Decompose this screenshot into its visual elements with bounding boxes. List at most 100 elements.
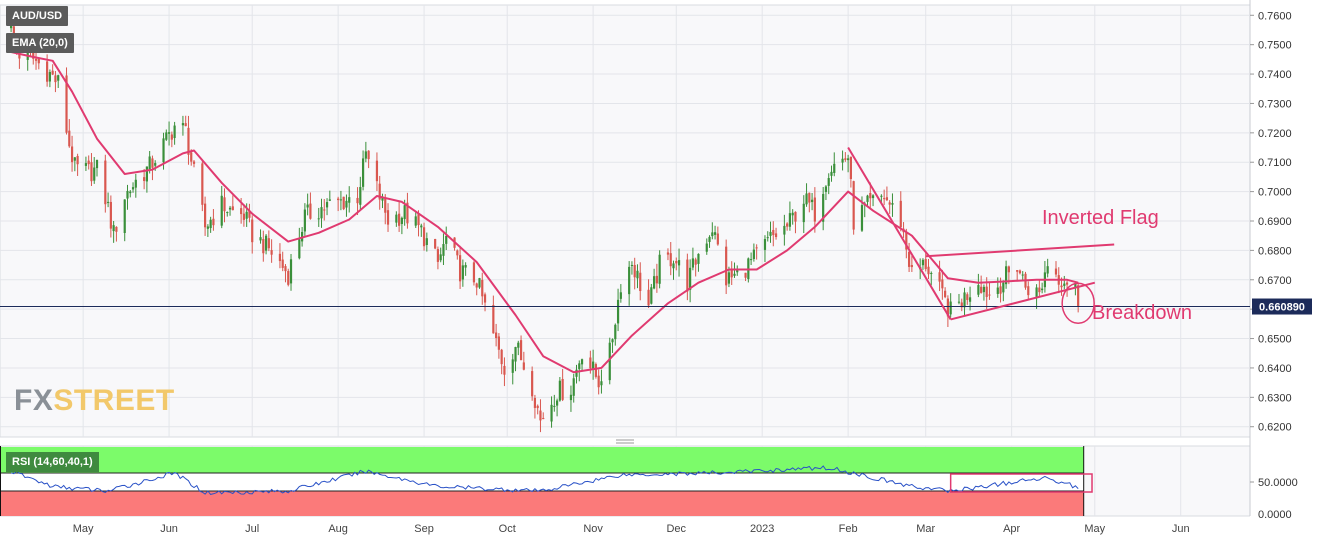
candle-down xyxy=(497,336,500,350)
candle-up xyxy=(220,195,223,226)
candle-up xyxy=(420,225,423,228)
candle-up xyxy=(464,265,467,268)
candle-up xyxy=(1046,266,1049,274)
candle-down xyxy=(87,160,90,165)
candle-up xyxy=(95,160,99,169)
candle-up xyxy=(84,163,88,166)
candle-down xyxy=(899,200,902,228)
candle-up xyxy=(558,380,561,401)
candle-down xyxy=(342,196,345,210)
candle-up xyxy=(320,207,323,219)
inverted-flag-line xyxy=(925,243,1115,258)
candle-up xyxy=(555,400,559,406)
candle-up xyxy=(968,297,972,302)
candle-down xyxy=(597,375,600,388)
candle-up xyxy=(400,217,403,224)
candle-down xyxy=(531,371,534,397)
candle-down xyxy=(844,158,847,160)
candle-up xyxy=(298,239,301,259)
candle-down xyxy=(536,405,539,409)
breakdown-circle xyxy=(1061,282,1095,325)
candle-up xyxy=(345,200,348,208)
candle-down xyxy=(786,223,789,227)
candle-down xyxy=(187,127,190,155)
candle-down xyxy=(251,219,254,243)
candle-up xyxy=(921,259,925,266)
candle-up xyxy=(636,270,639,279)
candle-up xyxy=(630,264,634,266)
candle-up xyxy=(1063,283,1066,286)
candle-up xyxy=(824,186,828,192)
candle-down xyxy=(946,298,949,317)
candle-down xyxy=(458,255,462,282)
candle-down xyxy=(90,162,93,182)
candle-up xyxy=(949,301,952,315)
candle-up xyxy=(106,201,110,203)
candle-up xyxy=(705,243,708,252)
candle-down xyxy=(76,155,79,165)
candle-down xyxy=(65,75,68,133)
candle-down xyxy=(594,364,597,377)
candle-up xyxy=(550,404,553,422)
candle-down xyxy=(852,181,855,230)
candle-down xyxy=(647,289,650,306)
y-tick-label: 0.6800 xyxy=(1258,245,1292,257)
candle-up xyxy=(619,292,622,299)
candle-down xyxy=(905,231,908,250)
candle-up xyxy=(348,197,351,203)
candle-up xyxy=(517,342,520,348)
ema-20-line xyxy=(10,51,1079,374)
candle-down xyxy=(500,349,503,365)
indicator-badge[interactable]: EMA (20,0) xyxy=(6,33,74,53)
candle-down xyxy=(384,198,387,213)
candle-up xyxy=(414,216,417,226)
candle-down xyxy=(475,283,478,288)
rsi-tick-label-50: 50.0000 xyxy=(1258,477,1298,489)
candle-up xyxy=(154,163,157,166)
candle-up xyxy=(711,232,714,237)
y-tick-label: 0.6200 xyxy=(1258,422,1292,434)
candle-up xyxy=(769,231,772,236)
candle-up xyxy=(788,213,792,227)
candle-up xyxy=(697,253,700,264)
candle-down xyxy=(495,332,498,339)
x-tick-label: 2023 xyxy=(750,523,774,535)
candle-up xyxy=(805,193,808,205)
candle-down xyxy=(378,183,381,200)
candle-down xyxy=(483,294,487,303)
candle-up xyxy=(611,339,614,343)
candle-up xyxy=(1041,288,1044,291)
candle-down xyxy=(519,340,523,361)
candle-up xyxy=(727,272,731,284)
candle-down xyxy=(278,253,282,262)
candle-down xyxy=(422,227,426,247)
rsi-label-badge[interactable]: RSI (14,60,40,1) xyxy=(6,452,99,472)
candle-up xyxy=(569,394,573,401)
candle-up xyxy=(226,212,229,214)
y-tick-label: 0.7000 xyxy=(1258,187,1292,199)
candle-up xyxy=(9,24,13,29)
candle-down xyxy=(386,210,390,225)
y-tick-label: 0.6500 xyxy=(1258,334,1292,346)
candle-down xyxy=(755,247,758,249)
candle-down xyxy=(70,146,74,163)
y-tick-label: 0.7600 xyxy=(1258,10,1292,22)
candle-up xyxy=(328,199,331,201)
candle-down xyxy=(115,226,118,232)
candle-down xyxy=(1077,285,1080,307)
candle-down xyxy=(192,161,196,164)
x-tick-label: Jun xyxy=(1172,523,1190,535)
candle-up xyxy=(982,286,986,293)
candle-down xyxy=(492,304,495,334)
y-tick-label: 0.6900 xyxy=(1258,216,1292,228)
candle-up xyxy=(930,272,933,274)
rsi-highlight-box xyxy=(949,473,1093,493)
candle-down xyxy=(888,202,891,205)
candle-down xyxy=(406,202,409,224)
candle-down xyxy=(356,197,359,204)
symbol-badge[interactable]: AUD/USD xyxy=(6,6,69,26)
candle-up xyxy=(1002,282,1005,293)
candle-down xyxy=(231,206,234,211)
candle-down xyxy=(375,160,379,182)
